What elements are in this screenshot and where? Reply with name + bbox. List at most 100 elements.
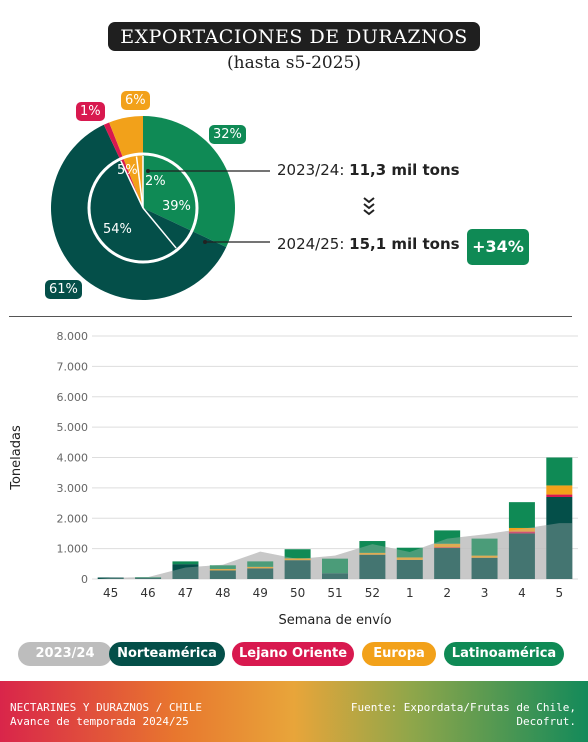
y-axis-label: Toneladas — [9, 425, 24, 491]
bar-europa-2 — [434, 543, 461, 548]
donut-inner-label-europa: 2% — [145, 174, 166, 189]
bar-europa-3 — [471, 555, 498, 558]
footer-source1: Fuente: Expordata/Frutas de Chile, — [350, 701, 576, 714]
bar-lejano-oriente-5 — [546, 494, 573, 497]
x-axis-label: Semana de envío — [278, 613, 391, 628]
y-tick-label: 3.000 — [57, 482, 89, 495]
y-tick-label: 7.000 — [57, 360, 89, 373]
x-tick-label: 3 — [481, 586, 489, 600]
leader-dot-curr — [203, 240, 207, 244]
legend-europa: Europa — [362, 642, 436, 666]
leader-dot-prev — [146, 169, 150, 173]
footer-source2: Decofrut. — [516, 715, 576, 728]
annotation-curr-value: 15,1 mil tons — [349, 235, 460, 253]
bar-europa-49 — [247, 566, 274, 569]
bar-latinoamerica-5 — [546, 457, 573, 486]
y-tick-label: 8.000 — [57, 330, 89, 343]
bar-norteamerica-45 — [97, 577, 124, 579]
bar-latinoamerica-3 — [471, 538, 498, 556]
footer-source: Fuente: Expordata/Frutas de Chile, Decof… — [351, 701, 576, 729]
bar-norteamerica-51 — [322, 573, 348, 579]
bar-latinoamerica-46 — [135, 577, 162, 578]
bar-norteamerica-49 — [247, 568, 274, 579]
bar-latinoamerica-4 — [508, 502, 535, 528]
y-tick-label: 2.000 — [57, 512, 89, 525]
annotation-prev-label: 2023/24: — [277, 161, 350, 179]
y-tick-label: 4.000 — [57, 452, 89, 465]
bar-norteamerica-46 — [135, 577, 162, 579]
bar-latinoamerica-52 — [359, 541, 386, 553]
bar-europa-48 — [209, 568, 236, 571]
donut-inner-label-norteamerica: 54% — [103, 222, 132, 237]
annotation-curr-label: 2024/25: — [277, 235, 350, 253]
bar-lejano-oriente-2 — [434, 547, 461, 549]
annotation-prev-season: 2023/24: 11,3 mil tons — [277, 161, 460, 179]
donut-outer-label-europa: 6% — [121, 91, 150, 110]
area-2023-24-overlay — [97, 523, 573, 579]
donut-outer-label-norteamerica: 61% — [45, 280, 82, 299]
x-tick-label: 46 — [140, 586, 155, 600]
bar-latinoamerica-1 — [396, 547, 423, 558]
bar-norteamerica-47 — [172, 564, 199, 579]
x-tick-label: 1 — [406, 586, 414, 600]
x-tick-label: 45 — [103, 586, 118, 600]
legend-latinoamerica: Latinoamérica — [444, 642, 564, 666]
bar-latinoamerica-50 — [284, 549, 311, 559]
chevron-down-icon — [363, 197, 375, 216]
bar-europa-5 — [546, 485, 573, 495]
donut-inner-label-latinoamerica: 39% — [162, 199, 191, 214]
legend-2023-24: 2023/24 — [18, 642, 112, 666]
bar-chart: 0 1.000 2.000 3.000 4.000 5.000 6.000 7.000 8.00… — [9, 330, 578, 628]
inner-ring — [87, 152, 199, 264]
annotation-curr-season: 2024/25: 15,1 mil tons — [277, 235, 460, 253]
x-tick-label: 52 — [365, 586, 380, 600]
inner-divider — [142, 207, 177, 249]
donut-outer-label-lejano-oriente: 1% — [76, 102, 105, 121]
bar-norteamerica-1 — [396, 559, 423, 579]
divider — [9, 316, 572, 317]
page-title: EXPORTACIONES DE DURAZNOS — [108, 22, 480, 51]
x-tick-label: 47 — [178, 586, 193, 600]
x-tick-label: 48 — [215, 586, 230, 600]
y-tick-label: 1.000 — [57, 543, 89, 556]
bar-norteamerica-3 — [471, 557, 498, 579]
bar-norteamerica-4 — [508, 533, 535, 579]
page-subtitle: (hasta s5-2025) — [227, 53, 361, 73]
donut-inner-label-lejano-oriente: 5% — [117, 163, 138, 178]
annotation-prev-value: 11,3 mil tons — [349, 161, 460, 179]
legend-norteamerica: Norteamérica — [109, 642, 225, 666]
inner-divider — [120, 160, 144, 209]
bar-lejano-oriente-4 — [508, 531, 535, 534]
bar-europa-52 — [359, 552, 386, 555]
x-tick-label: 51 — [327, 586, 342, 600]
x-tick-label: 5 — [555, 586, 563, 600]
bar-latinoamerica-47 — [172, 561, 199, 565]
footer-title: NECTARINES Y DURAZNOS / CHILE Avance de … — [10, 701, 202, 729]
donut-outer-label-latinoamerica: 32% — [209, 125, 246, 144]
outer-slice-europa — [109, 116, 143, 208]
x-tick-label: 4 — [518, 586, 526, 600]
inner-divider — [135, 156, 144, 209]
bar-norteamerica-52 — [359, 554, 386, 579]
x-tick-label: 2 — [443, 586, 451, 600]
y-tick-label: 6.000 — [57, 391, 89, 404]
bar-norteamerica-50 — [284, 560, 311, 579]
bar-latinoamerica-51 — [322, 558, 348, 574]
bar-latinoamerica-2 — [434, 530, 461, 544]
bar-europa-50 — [284, 558, 311, 561]
bar-norteamerica-5 — [546, 496, 573, 579]
bar-europa-1 — [396, 557, 423, 560]
outer-slice-norteamerica — [50, 124, 227, 301]
bar-norteamerica-2 — [434, 548, 461, 579]
y-tick-label: 0 — [81, 573, 88, 586]
bar-latinoamerica-48 — [209, 565, 236, 569]
donut-chart — [50, 116, 270, 301]
x-tick-label: 49 — [253, 586, 268, 600]
footer-banner: NECTARINES Y DURAZNOS / CHILE Avance de … — [0, 681, 588, 742]
footer-line1: NECTARINES Y DURAZNOS / CHILE — [10, 701, 203, 714]
x-tick-label: 50 — [290, 586, 305, 600]
bar-norteamerica-48 — [209, 570, 236, 579]
legend-lejano-oriente: Lejano Oriente — [232, 642, 354, 666]
bar-europa-4 — [508, 527, 535, 532]
growth-badge: +34% — [467, 229, 529, 265]
